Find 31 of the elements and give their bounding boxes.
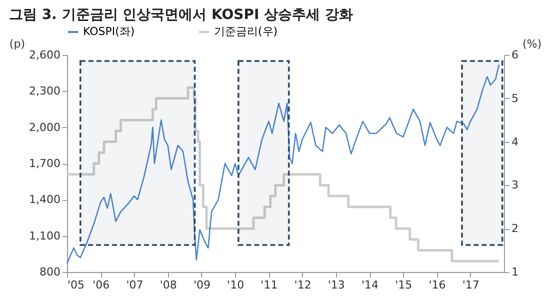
y2-tick-label: 1 [512,266,518,278]
x-tick-label: '15 [395,278,412,292]
y-tick-label: 2,000 [29,120,60,134]
y2-tick-label: 5 [512,92,518,105]
x-tick-label: '05 [68,278,85,292]
y-tick-label: 2,600 [29,48,60,62]
y2-tick-label: 2 [512,222,518,236]
y2-tick-label: 3 [512,178,518,192]
x-tick-label: '14 [362,278,379,292]
y-axis-title: (p) [9,38,26,50]
y2-axis-title: (%) [522,38,542,50]
y-tick-label: 1,100 [29,229,60,242]
y2-tick-label: 6 [512,48,518,62]
y2-tick-label: 4 [512,135,518,148]
x-tick-label: '07 [126,278,144,292]
legend-label: 기준금리(우) [214,25,278,38]
x-tick-label: '10 [227,278,244,292]
x-tick-label: '09 [193,278,210,292]
x-tick-label: '11 [260,278,278,292]
chart-title: 그림 3. 기준금리 인상국면에서 KOSPI 상승추세 강화 [8,7,353,23]
y-tick-label: 1,700 [29,157,60,170]
x-tick-label: '12 [294,278,312,292]
y-tick-label: 800 [40,266,60,278]
y-tick-label: 1,400 [29,193,60,206]
x-tick-label: '06 [92,278,110,292]
x-tick-label: '17 [462,278,480,292]
x-tick-label: '13 [328,278,345,292]
x-tick-label: '16 [428,278,446,292]
legend-label: KOSPI(좌) [83,25,135,38]
x-tick-label: '08 [160,278,177,292]
y-tick-label: 2,300 [29,84,60,98]
